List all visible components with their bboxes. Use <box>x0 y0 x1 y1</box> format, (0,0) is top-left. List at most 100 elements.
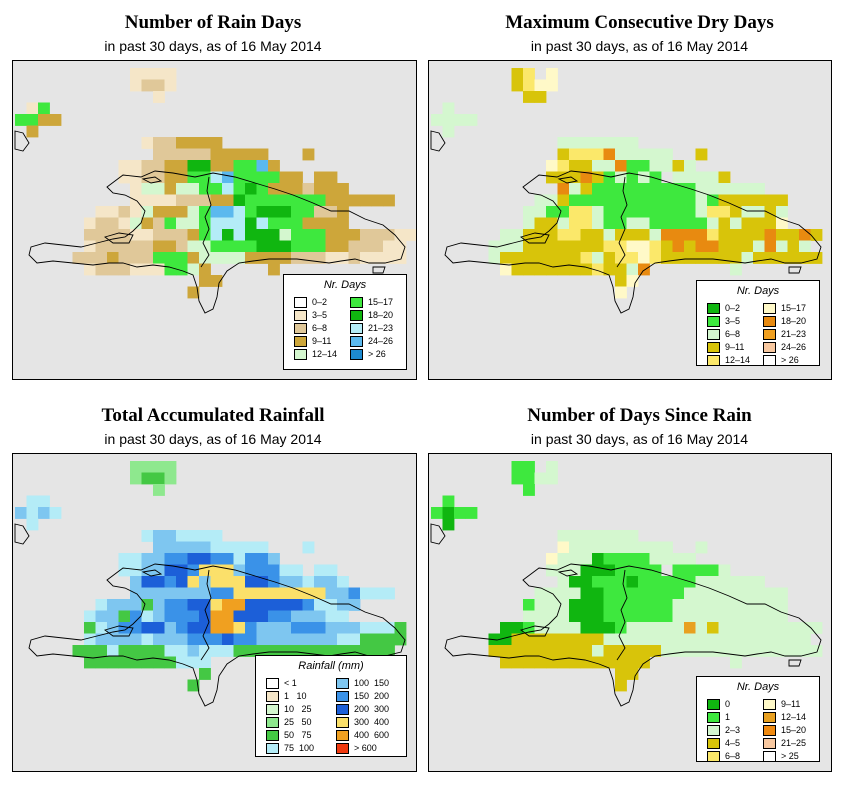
grid-cell <box>546 645 558 657</box>
grid-cell <box>360 194 372 207</box>
grid-cell <box>279 576 292 588</box>
grid-cell <box>84 229 96 241</box>
grid-cell <box>199 553 211 565</box>
grid-cell <box>302 645 315 657</box>
legend-label: 3–5 <box>312 310 328 320</box>
grid-cell <box>107 252 119 264</box>
grid-cell <box>279 645 292 657</box>
grid-cell <box>233 645 246 657</box>
grid-cell <box>603 645 616 657</box>
grid-cell <box>534 91 547 103</box>
grid-cell <box>707 206 719 218</box>
grid-cell <box>603 171 616 184</box>
grid-cell <box>787 252 800 264</box>
grid-cell <box>695 183 708 195</box>
grid-cell <box>615 553 627 565</box>
grid-cell <box>187 286 200 299</box>
grid-cell <box>626 240 639 253</box>
grid-cell <box>534 656 547 669</box>
legend-swatch <box>336 717 349 728</box>
grid-cell <box>233 622 246 634</box>
grid-cell <box>325 633 338 646</box>
grid-cell <box>164 252 177 264</box>
grid-cell <box>672 160 685 172</box>
legend-label: 24–26 <box>781 342 807 352</box>
grid-cell <box>176 530 188 542</box>
grid-cell <box>325 229 338 241</box>
grid-cell <box>592 148 604 161</box>
grid-cell <box>638 564 650 577</box>
grid-cell <box>603 622 616 634</box>
grid-cell <box>569 645 581 657</box>
grid-cell <box>141 472 154 485</box>
grid-cell <box>500 645 512 657</box>
grid-cell <box>592 576 604 588</box>
grid-cell <box>383 587 395 600</box>
grid-cell <box>718 622 731 634</box>
grid-cell <box>557 171 570 184</box>
grid-cell <box>615 587 627 600</box>
grid-cell <box>626 171 639 184</box>
grid-cell <box>245 541 257 554</box>
grid-cell <box>371 622 384 634</box>
grid-cell <box>672 564 685 577</box>
grid-cell <box>210 275 223 287</box>
grid-cell <box>233 633 246 646</box>
grid-cell <box>730 610 742 623</box>
grid-cell <box>557 553 570 565</box>
grid-cell <box>360 645 372 657</box>
grid-cell <box>268 553 280 565</box>
legend-label: 9–11 <box>725 342 745 352</box>
grid-cell <box>15 507 27 519</box>
grid-cell <box>684 240 696 253</box>
grid-cell <box>799 633 811 646</box>
grid-cell <box>164 553 177 565</box>
grid-cell <box>164 171 177 184</box>
grid-cell <box>199 194 211 207</box>
grid-cell <box>661 599 673 611</box>
legend-label: 6–8 <box>725 329 741 339</box>
grid-cell <box>523 252 535 264</box>
grid-cell <box>592 252 604 264</box>
grid-cell <box>256 633 269 646</box>
grid-cell <box>569 229 581 241</box>
grid-cell <box>442 125 455 138</box>
grid-cell <box>511 68 524 80</box>
grid-cell <box>245 160 257 172</box>
map-area <box>12 453 417 772</box>
grid-cell <box>787 240 800 253</box>
grid-cell <box>592 240 604 253</box>
legend-swatch <box>350 349 363 360</box>
grid-cell <box>580 206 593 218</box>
grid-cell <box>325 183 338 195</box>
grid-cell <box>302 252 315 264</box>
grid-cell <box>279 622 292 634</box>
legend-label: 18–20 <box>368 310 394 320</box>
grid-cell <box>141 576 154 588</box>
grid-cell <box>291 599 303 611</box>
grid-cell <box>764 610 777 623</box>
grid-cell <box>210 252 223 264</box>
grid-cell <box>176 252 188 264</box>
grid-cell <box>707 633 719 646</box>
grid-cell <box>95 645 108 657</box>
tortuga-outline <box>557 176 579 184</box>
grid-cell <box>603 217 616 230</box>
grid-cell <box>730 656 742 669</box>
grid-cell <box>84 633 96 646</box>
grid-cell <box>164 263 177 276</box>
grid-cell <box>141 633 154 646</box>
legend-label: 0–2 <box>725 303 741 313</box>
grid-cell <box>233 171 246 184</box>
grid-cell <box>626 137 639 149</box>
grid-cell <box>603 183 616 195</box>
grid-cell <box>546 171 558 184</box>
legend-swatch <box>763 712 776 723</box>
grid-cell <box>118 610 131 623</box>
grid-cell <box>371 633 384 646</box>
grid-cell <box>118 633 131 646</box>
grid-cell <box>302 229 315 241</box>
grid-cell <box>695 645 708 657</box>
grid-cell <box>661 633 673 646</box>
grid-cell <box>38 495 50 508</box>
